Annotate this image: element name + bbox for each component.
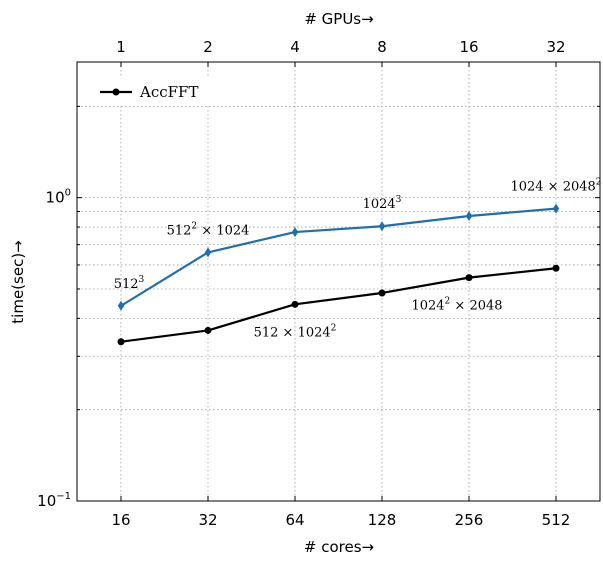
data-point — [204, 247, 212, 258]
data-point — [552, 264, 560, 272]
top-tick-label: 16 — [459, 38, 478, 56]
top-tick-label: 8 — [377, 38, 387, 56]
y-tick-label: 100 — [46, 188, 71, 207]
data-point — [117, 338, 125, 346]
size-annotation: 512 × 10242 — [254, 323, 337, 340]
x-axis-label: # cores→ — [304, 538, 374, 556]
data-point — [378, 221, 386, 232]
top-tick-label: 1 — [116, 38, 126, 56]
series-line — [120, 207, 557, 307]
top-axis-label: # GPUs→ — [304, 10, 373, 28]
annotation-layer: 5123 5122 × 1024 10243 1024 × 20482 512 × 10… — [114, 178, 602, 341]
top-tick-label: 32 — [546, 38, 565, 56]
y-tick-label: 10−1 — [37, 491, 71, 510]
legend-label: AccFFT — [139, 83, 198, 101]
size-annotation: 10242 × 2048 — [411, 297, 502, 314]
top-tick-label: 2 — [203, 38, 213, 56]
size-annotation: 5122 × 1024 — [167, 221, 250, 238]
x-tick-label: 64 — [285, 511, 304, 529]
x-tick-label: 256 — [455, 511, 484, 529]
legend-marker — [112, 88, 120, 96]
data-point — [552, 203, 560, 214]
data-point — [378, 289, 386, 297]
y-axis-label: time(sec)→ — [9, 240, 27, 323]
data-point — [465, 274, 473, 282]
data-point — [465, 210, 473, 221]
top-tick-label: 4 — [290, 38, 300, 56]
size-annotation: 5123 — [114, 275, 145, 292]
tick-layer: 16 1 32 2 64 4 128 8 256 16 512 32 100 10−1 — [37, 38, 600, 529]
x-tick-label: 512 — [542, 511, 571, 529]
size-annotation: 10243 — [363, 195, 402, 212]
data-point — [291, 300, 299, 308]
data-point — [117, 300, 125, 311]
grid-layer — [77, 62, 600, 502]
x-tick-label: 128 — [368, 511, 397, 529]
legend: AccFFT — [92, 78, 232, 106]
data-point — [291, 227, 299, 238]
plot-frame — [76, 61, 601, 502]
x-tick-label: 16 — [111, 511, 130, 529]
series-line — [120, 267, 557, 343]
x-tick-label: 32 — [198, 511, 217, 529]
series-layer — [117, 203, 560, 346]
data-point — [204, 326, 212, 334]
size-annotation: 1024 × 20482 — [510, 178, 601, 195]
